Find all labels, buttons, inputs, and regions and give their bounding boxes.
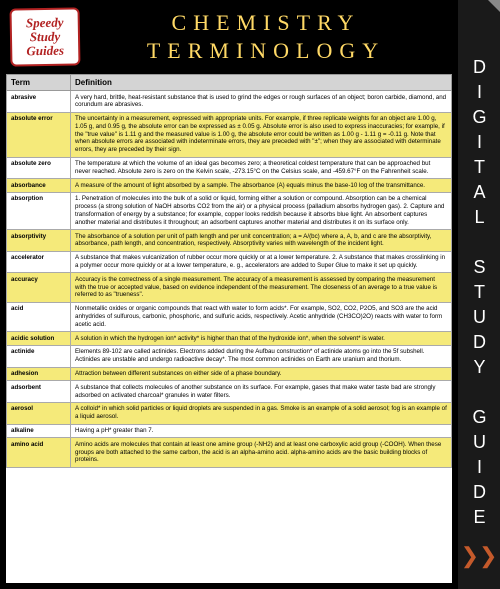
table-row: actinideElements 89-102 are called actin… [7,345,452,367]
table-row: abrasiveA very hard, brittle, heat-resis… [7,91,452,113]
header-term: Term [7,75,71,91]
table-area: Term Definition abrasiveA very hard, bri… [6,74,452,583]
table-row: accuracyAccuracy is the correctness of a… [7,273,452,302]
term-cell: aerosol [7,402,71,424]
term-cell: adhesion [7,367,71,381]
page: Speedy Study Guides CHEMISTRY TERMINOLOG… [0,0,500,589]
term-cell: absolute error [7,112,71,157]
table-row: acidNonmetallic oxides or organic compou… [7,302,452,331]
brand-badge: Speedy Study Guides [9,7,80,66]
page-fold-icon [488,0,500,12]
table-row: acceleratorA substance that makes vulcan… [7,251,452,273]
definition-cell: 1. Penetration of molecules into the bul… [71,192,452,229]
term-cell: absorbance [7,179,71,193]
definition-cell: A measure of the amount of light absorbe… [71,179,452,193]
table-row: absorptivityThe absorbance of a solution… [7,230,452,252]
definition-cell: A very hard, brittle, heat-resistant sub… [71,91,452,113]
term-cell: absolute zero [7,157,71,179]
sidebar: DIGITAL STUDY GUIDE ❯❯ [458,0,500,589]
term-cell: acid [7,302,71,331]
table-row: acidic solutionA solution in which the h… [7,332,452,346]
definition-cell: Amino acids are molecules that contain a… [71,438,452,467]
definitions-table: Term Definition abrasiveA very hard, bri… [6,74,452,468]
definition-cell: Accuracy is the correctness of a single … [71,273,452,302]
term-cell: adsorbent [7,381,71,403]
table-row: absorbanceA measure of the amount of lig… [7,179,452,193]
term-cell: absorption [7,192,71,229]
table-row: absolute errorThe uncertainty in a measu… [7,112,452,157]
table-row: aerosolA colloid* in which solid particl… [7,402,452,424]
table-header-row: Term Definition [7,75,452,91]
main-column: Speedy Study Guides CHEMISTRY TERMINOLOG… [0,0,458,589]
badge-line-3: Guides [26,44,64,59]
header-definition: Definition [71,75,452,91]
table-row: adsorbentA substance that collects molec… [7,381,452,403]
term-cell: accelerator [7,251,71,273]
definition-cell: The uncertainty in a measurement, expres… [71,112,452,157]
term-cell: accuracy [7,273,71,302]
title-line-1: CHEMISTRY [82,9,450,37]
header: Speedy Study Guides CHEMISTRY TERMINOLOG… [0,0,458,74]
definition-cell: Elements 89-102 are called actinides. El… [71,345,452,367]
title-line-2: TERMINOLOGY [82,37,450,65]
sidebar-text: DIGITAL STUDY GUIDE [469,57,490,532]
term-cell: acidic solution [7,332,71,346]
table-row: absorption1. Penetration of molecules in… [7,192,452,229]
term-cell: absorptivity [7,230,71,252]
definition-cell: Attraction between different substances … [71,367,452,381]
chevron-right-icon: ❯❯ [461,543,498,569]
table-row: amino acidAmino acids are molecules that… [7,438,452,467]
term-cell: alkaline [7,424,71,438]
definition-cell: Nonmetallic oxides or organic compounds … [71,302,452,331]
definition-cell: Having a pH* greater than 7. [71,424,452,438]
table-row: absolute zeroThe temperature at which th… [7,157,452,179]
term-cell: abrasive [7,91,71,113]
definition-cell: A substance that makes vulcanization of … [71,251,452,273]
definition-cell: The temperature at which the volume of a… [71,157,452,179]
term-cell: amino acid [7,438,71,467]
term-cell: actinide [7,345,71,367]
definition-cell: A substance that collects molecules of a… [71,381,452,403]
definition-cell: The absorbance of a solution per unit of… [71,230,452,252]
table-row: adhesionAttraction between different sub… [7,367,452,381]
definition-cell: A solution in which the hydrogen ion* ac… [71,332,452,346]
table-row: alkalineHaving a pH* greater than 7. [7,424,452,438]
definition-cell: A colloid* in which solid particles or l… [71,402,452,424]
